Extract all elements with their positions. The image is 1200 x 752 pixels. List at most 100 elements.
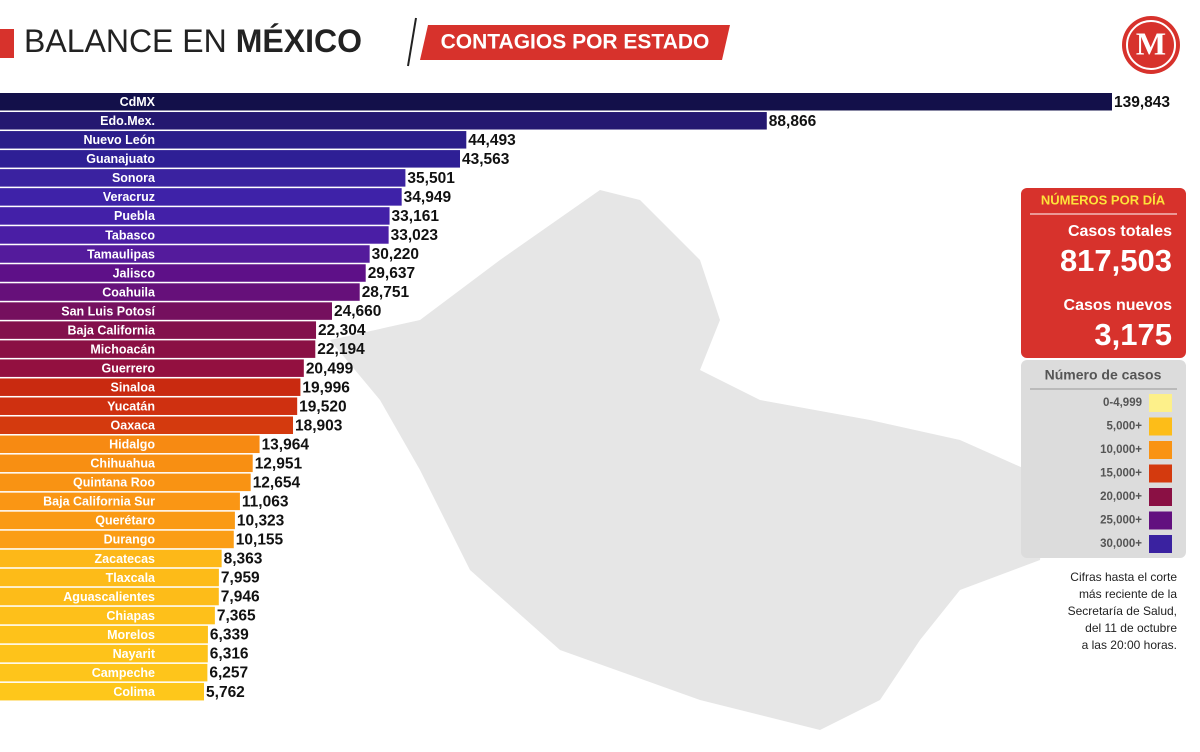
legend-swatch — [1149, 464, 1172, 483]
value-label: 43,563 — [462, 151, 510, 168]
state-label: Baja California Sur — [43, 495, 155, 509]
value-label: 6,316 — [210, 646, 249, 663]
state-label: Sinaloa — [111, 380, 157, 394]
value-label: 28,751 — [362, 284, 410, 301]
state-label: Michoacán — [90, 342, 155, 356]
panel-title: NÚMEROS POR DÍA — [1041, 192, 1166, 207]
value-label: 19,520 — [299, 398, 346, 415]
footnote: más reciente de la — [1079, 587, 1177, 601]
new-value: 3,175 — [1094, 317, 1172, 352]
bar — [0, 93, 1112, 111]
bar — [0, 606, 215, 625]
new-label: Casos nuevos — [1064, 297, 1173, 314]
value-label: 6,339 — [210, 627, 249, 644]
bar — [0, 511, 235, 530]
value-label: 5,762 — [206, 684, 245, 701]
state-label: Oaxaca — [111, 419, 157, 433]
value-label: 12,654 — [253, 474, 301, 491]
legend-label: 15,000+ — [1100, 468, 1142, 480]
legend-label: 20,000+ — [1100, 491, 1142, 503]
value-label: 10,155 — [236, 532, 284, 549]
bar — [0, 321, 317, 339]
value-label: 24,660 — [334, 303, 381, 320]
state-label: Tabasco — [105, 228, 155, 242]
subtitle-band — [420, 25, 730, 60]
state-label: Chihuahua — [90, 457, 156, 471]
legend-title: Número de casos — [1045, 367, 1162, 383]
legend-swatch — [1149, 511, 1172, 530]
legend-swatch — [1149, 488, 1172, 506]
legend-swatch — [1149, 441, 1172, 459]
footnote: Secretaría de Salud, — [1068, 604, 1177, 618]
legend-label: 0-4,999 — [1103, 397, 1142, 409]
state-label: Querétaro — [95, 514, 155, 528]
legend-label: 5,000+ — [1107, 421, 1143, 433]
logo — [1122, 16, 1180, 74]
header-accent — [0, 29, 14, 58]
bar — [0, 169, 406, 187]
state-label: Morelos — [107, 628, 155, 642]
bar — [0, 112, 767, 130]
state-label: Nayarit — [113, 647, 156, 661]
legend-swatch — [1149, 535, 1172, 553]
bar — [0, 226, 389, 244]
bar — [0, 625, 208, 644]
bar — [0, 302, 332, 320]
state-label: Chiapas — [106, 609, 155, 623]
bar — [0, 378, 301, 396]
state-label: Tlaxcala — [106, 571, 156, 585]
bar — [0, 416, 294, 435]
logo-text: M — [1136, 25, 1166, 61]
bar — [0, 682, 205, 701]
bar — [0, 397, 298, 415]
value-label: 44,493 — [468, 132, 516, 149]
state-label: Edo.Mex. — [100, 114, 155, 128]
state-label: Durango — [104, 533, 156, 547]
bar — [0, 245, 370, 263]
state-label: Coahuila — [102, 285, 156, 299]
value-label: 88,866 — [769, 113, 817, 130]
subtitle: CONTAGIOS POR ESTADO — [441, 31, 710, 54]
bar — [0, 454, 253, 473]
header-divider — [407, 17, 417, 67]
bar — [0, 473, 251, 492]
bar — [0, 264, 366, 282]
value-label: 7,946 — [221, 589, 260, 606]
bar — [0, 207, 390, 225]
state-label: San Luis Potosí — [61, 304, 155, 318]
value-label: 13,964 — [262, 436, 310, 453]
footnote: del 11 de octubre — [1085, 621, 1177, 635]
value-label: 19,996 — [302, 379, 350, 396]
legend-label: 10,000+ — [1100, 444, 1142, 456]
value-label: 35,501 — [407, 170, 455, 187]
bar — [0, 435, 260, 454]
bar — [0, 663, 208, 682]
value-label: 33,023 — [391, 227, 439, 244]
value-label: 29,637 — [368, 265, 415, 282]
state-label: Jalisco — [113, 266, 156, 280]
state-label: Zacatecas — [95, 552, 156, 566]
footnote: Cifras hasta el corte — [1070, 570, 1177, 584]
value-label: 11,063 — [242, 493, 289, 510]
state-label: Puebla — [114, 209, 156, 223]
bar — [0, 359, 304, 377]
legend-label: 25,000+ — [1100, 515, 1142, 527]
state-label: Veracruz — [103, 190, 155, 204]
state-label: Campeche — [92, 666, 155, 680]
value-label: 6,257 — [209, 665, 248, 682]
value-label: 22,304 — [318, 322, 366, 339]
state-label: Guerrero — [102, 361, 156, 375]
bar — [0, 568, 219, 587]
bar — [0, 549, 222, 568]
state-label: Aguascalientes — [63, 590, 155, 604]
header-title: BALANCE EN MÉXICO — [24, 23, 362, 59]
total-value: 817,503 — [1060, 243, 1172, 278]
bar — [0, 587, 219, 606]
bar — [0, 530, 234, 549]
value-label: 8,363 — [224, 551, 263, 568]
legend-swatch — [1149, 417, 1172, 436]
value-label: 22,194 — [317, 341, 365, 358]
state-label: Tamaulipas — [87, 247, 155, 261]
daily-panel — [1021, 188, 1186, 358]
value-label: 10,323 — [237, 513, 285, 530]
